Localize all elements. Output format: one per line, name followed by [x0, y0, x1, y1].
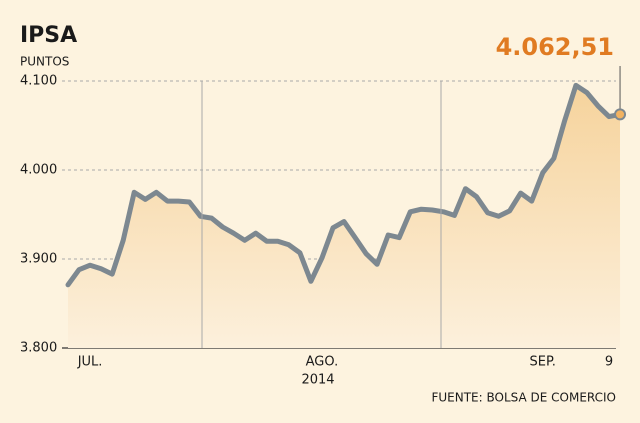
x-tick-label: SEP. [530, 355, 556, 370]
chart-title: IPSA [20, 23, 77, 48]
end-marker [614, 108, 627, 121]
x-tick-label: JUL. [77, 355, 103, 370]
year-label: 2014 [301, 373, 334, 388]
area [68, 85, 621, 349]
y-axis-label: PUNTOS [20, 55, 69, 69]
value-label: 4.062,51 [496, 33, 614, 61]
y-tick-label: 4.100 [20, 74, 57, 89]
y-tick-label: 3.900 [20, 252, 57, 267]
y-tick-label: 4.000 [20, 163, 57, 178]
y-tick-label: 3.800 [20, 341, 57, 356]
line [65, 82, 623, 288]
x-tick-label: 9 [605, 355, 613, 370]
source: FUENTE: BOLSA DE COMERCIO [431, 391, 616, 405]
x-tick-label: AGO. [306, 355, 339, 370]
